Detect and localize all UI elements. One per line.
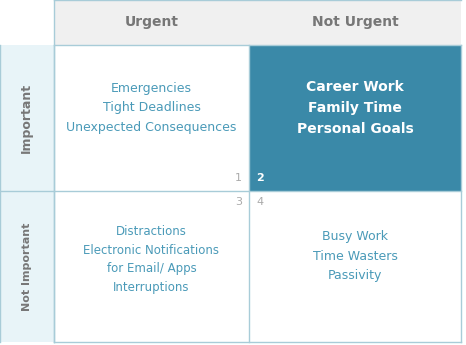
Text: Distractions
Electronic Notifications
for Email/ Apps
Interruptions: Distractions Electronic Notifications fo… (83, 225, 219, 294)
Text: 1: 1 (235, 173, 242, 183)
Bar (249, 0, 461, 45)
Bar (54, 191, 249, 342)
Bar (0, 45, 54, 191)
Text: Busy Work
Time Wasters
Passivity: Busy Work Time Wasters Passivity (313, 230, 398, 282)
Text: 3: 3 (235, 197, 242, 207)
Bar (0, 191, 54, 342)
Text: Not Important: Not Important (22, 222, 32, 311)
Bar (249, 191, 461, 342)
Text: Career Work
Family Time
Personal Goals: Career Work Family Time Personal Goals (297, 80, 414, 136)
Text: 2: 2 (256, 173, 264, 183)
Bar (54, 45, 249, 191)
Text: Not Urgent: Not Urgent (312, 16, 399, 29)
Bar (54, 0, 249, 45)
Text: Emergencies
Tight Deadlines
Unexpected Consequences: Emergencies Tight Deadlines Unexpected C… (66, 82, 237, 134)
Text: Important: Important (21, 83, 33, 153)
Text: Urgent: Urgent (124, 16, 178, 29)
Bar (249, 45, 461, 191)
Text: 4: 4 (256, 197, 263, 207)
